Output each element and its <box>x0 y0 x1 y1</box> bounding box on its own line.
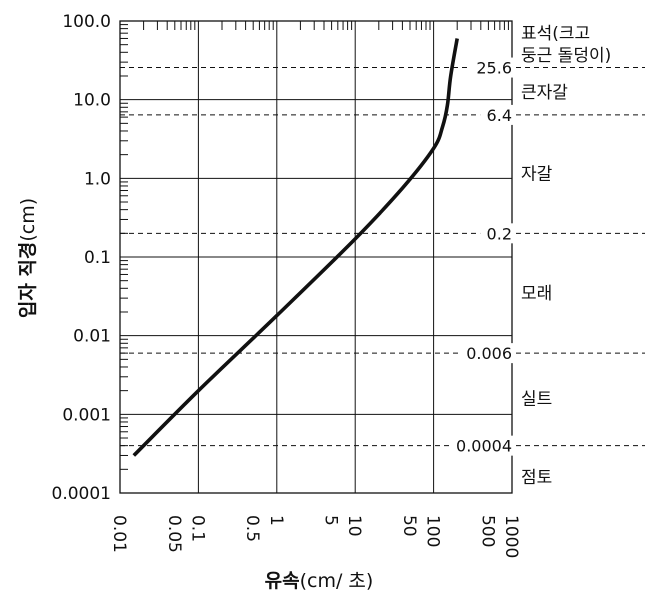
boundary-labels: 25.6 6.4 0.2 0.006 0.0004 <box>451 57 515 456</box>
boundary-label: 0.0004 <box>456 437 512 456</box>
boundary-label-bg <box>480 104 515 125</box>
boundary-label-bg <box>461 343 515 364</box>
x-tick-label: 1 <box>266 515 286 526</box>
series-group <box>132 38 459 457</box>
y-tick-label: 0.1 <box>84 248 111 268</box>
x-tick-labels: 0.01 0.05 0.1 0.5 1 5 10 50 100 500 1000 <box>109 515 521 558</box>
boundary-label: 25.6 <box>476 59 512 78</box>
x-tick-label: 0.5 <box>242 515 262 542</box>
y-axis-title-unit: (cm) <box>17 198 39 242</box>
x-tick-label: 50 <box>399 515 419 537</box>
series-line <box>132 38 459 457</box>
x-tick-label: 1000 <box>501 515 521 558</box>
minor-ticks <box>120 21 509 470</box>
y-tick-label: 0.01 <box>73 327 111 347</box>
x-tick-label: 10 <box>344 515 364 537</box>
x-tick-label: 5 <box>321 515 341 526</box>
grid <box>120 21 512 493</box>
y-axis-title-bold: 입자 직경 <box>17 242 39 319</box>
x-tick-label: 0.05 <box>164 515 184 553</box>
size-class-label: 둥근 돌덩이) <box>521 46 611 66</box>
y-tick-label: 10.0 <box>73 91 111 111</box>
x-tick-label: 100 <box>423 515 443 547</box>
x-tick-label: 0.01 <box>109 515 129 553</box>
boundary-label-bg <box>480 223 515 244</box>
y-tick-label: 100.0 <box>62 12 111 32</box>
size-class-label: 자갈 <box>521 165 553 185</box>
x-tick-label: 0.1 <box>187 515 207 542</box>
boundary-label-bg <box>470 57 515 78</box>
y-tick-label: 1.0 <box>84 169 111 189</box>
boundary-label: 0.006 <box>466 344 512 363</box>
y-tick-label: 0.001 <box>62 405 111 425</box>
boundary-label: 0.2 <box>487 224 512 243</box>
x-axis-title: 유속(cm/ 초) <box>265 570 374 592</box>
x-axis-title-unit: (cm/ 초) <box>300 570 374 592</box>
boundary-label-bg <box>451 435 515 456</box>
x-axis-title-bold: 유속 <box>265 570 300 592</box>
y-axis-title: 입자 직경(cm) <box>17 198 39 318</box>
size-class-label: 표석(크고 <box>521 24 590 44</box>
boundary-lines <box>120 67 645 447</box>
size-class-label: 큰자갈 <box>521 83 568 103</box>
size-class-label: 점토 <box>521 468 552 488</box>
size-class-label: 모래 <box>521 284 552 304</box>
size-class-label: 실트 <box>521 389 552 409</box>
x-tick-label: 500 <box>477 515 497 547</box>
boundary-label: 6.4 <box>487 106 512 125</box>
y-tick-labels: 0.0001 0.001 0.01 0.1 1.0 10.0 100.0 <box>52 12 111 504</box>
y-tick-label: 0.0001 <box>52 484 111 504</box>
plot-frame <box>119 20 513 494</box>
